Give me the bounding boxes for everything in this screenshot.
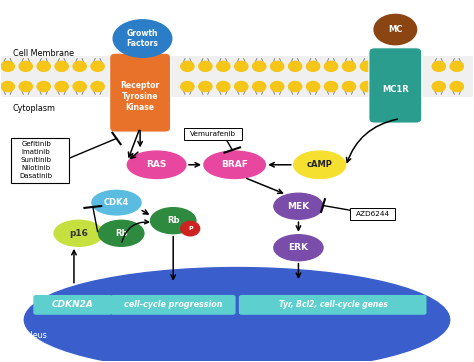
FancyBboxPatch shape <box>369 48 422 123</box>
Text: AZD6244: AZD6244 <box>356 211 390 217</box>
FancyBboxPatch shape <box>33 295 112 315</box>
Text: P: P <box>188 226 192 231</box>
FancyBboxPatch shape <box>10 138 69 183</box>
Text: Nucleus: Nucleus <box>15 331 46 340</box>
FancyBboxPatch shape <box>183 128 242 139</box>
FancyBboxPatch shape <box>109 53 171 132</box>
Circle shape <box>253 61 266 71</box>
Text: cAMP: cAMP <box>307 160 333 169</box>
Text: cell-cycle progression: cell-cycle progression <box>124 300 222 309</box>
Circle shape <box>271 61 284 71</box>
Text: CDK4: CDK4 <box>104 198 129 207</box>
Circle shape <box>271 81 284 92</box>
FancyBboxPatch shape <box>110 295 236 315</box>
Ellipse shape <box>204 151 265 178</box>
Text: Rb: Rb <box>115 229 128 238</box>
Text: Cell Membrane: Cell Membrane <box>12 49 73 58</box>
Circle shape <box>307 61 319 71</box>
Circle shape <box>1 81 14 92</box>
Circle shape <box>217 81 230 92</box>
Text: BRAF: BRAF <box>221 160 248 169</box>
Circle shape <box>217 61 230 71</box>
Circle shape <box>199 61 212 71</box>
Circle shape <box>235 81 248 92</box>
Circle shape <box>199 81 212 92</box>
Circle shape <box>289 61 302 71</box>
Text: Rb: Rb <box>167 216 180 225</box>
Circle shape <box>342 81 356 92</box>
Circle shape <box>91 61 104 71</box>
Text: MEK: MEK <box>287 202 310 211</box>
FancyBboxPatch shape <box>350 209 395 220</box>
Text: Tyr, Bcl2, cell-cycle genes: Tyr, Bcl2, cell-cycle genes <box>279 300 387 309</box>
Circle shape <box>432 61 446 71</box>
Ellipse shape <box>374 14 417 45</box>
Text: Vemurafenib: Vemurafenib <box>190 131 236 137</box>
Circle shape <box>324 81 337 92</box>
Text: CDKN2A: CDKN2A <box>52 300 94 309</box>
Circle shape <box>235 61 248 71</box>
Circle shape <box>181 222 200 236</box>
Text: MC: MC <box>388 25 402 34</box>
Circle shape <box>324 61 337 71</box>
Text: RAS: RAS <box>146 160 167 169</box>
Ellipse shape <box>113 20 172 57</box>
Circle shape <box>360 61 374 71</box>
Ellipse shape <box>99 220 144 246</box>
Circle shape <box>73 61 86 71</box>
Circle shape <box>55 81 68 92</box>
Text: MC1R: MC1R <box>382 85 409 93</box>
Circle shape <box>450 61 464 71</box>
Ellipse shape <box>294 151 346 178</box>
Circle shape <box>360 81 374 92</box>
Circle shape <box>181 61 194 71</box>
Circle shape <box>19 81 32 92</box>
Text: ERK: ERK <box>289 243 309 252</box>
Circle shape <box>55 61 68 71</box>
Circle shape <box>342 61 356 71</box>
Text: Growth
Factors: Growth Factors <box>127 29 158 48</box>
Ellipse shape <box>274 193 323 219</box>
FancyBboxPatch shape <box>239 295 427 315</box>
Text: Cytoplasm: Cytoplasm <box>12 104 55 113</box>
Circle shape <box>73 81 86 92</box>
Ellipse shape <box>24 268 450 362</box>
FancyBboxPatch shape <box>0 56 474 97</box>
Ellipse shape <box>54 220 103 246</box>
Circle shape <box>91 81 104 92</box>
Circle shape <box>253 81 266 92</box>
Circle shape <box>432 81 446 92</box>
Circle shape <box>450 81 464 92</box>
Circle shape <box>307 81 319 92</box>
Circle shape <box>289 81 302 92</box>
Ellipse shape <box>151 208 196 233</box>
Circle shape <box>1 61 14 71</box>
Text: Receptor
Tyrosine
Kinase: Receptor Tyrosine Kinase <box>120 81 160 112</box>
Ellipse shape <box>274 235 323 261</box>
Ellipse shape <box>92 190 141 215</box>
Circle shape <box>37 61 50 71</box>
Circle shape <box>181 81 194 92</box>
Circle shape <box>19 61 32 71</box>
Circle shape <box>37 81 50 92</box>
Text: p16: p16 <box>69 229 88 238</box>
Ellipse shape <box>128 151 186 178</box>
Text: Gefitinib
Imatinib
Sunitinib
Nilotinib
Dasatinib: Gefitinib Imatinib Sunitinib Nilotinib D… <box>19 142 53 180</box>
